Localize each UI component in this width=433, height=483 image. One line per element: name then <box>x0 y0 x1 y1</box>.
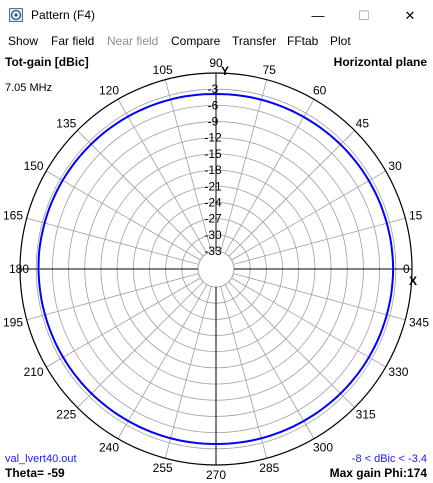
angle-label: 315 <box>356 408 376 422</box>
angle-label: 0 <box>403 262 410 276</box>
angle-label: 300 <box>313 440 333 454</box>
angle-label: 15 <box>409 209 423 223</box>
minimize-button[interactable]: — <box>311 8 325 23</box>
grid-spoke <box>77 130 204 257</box>
angle-label: 330 <box>388 365 408 379</box>
angle-label: 270 <box>206 468 226 482</box>
grid-spoke <box>231 170 386 261</box>
grid-spoke <box>228 130 355 257</box>
polar-chart: 0 15 30 45 60 75 90 105 120 135 150 165 180 195 210 225… <box>3 56 429 482</box>
angle-label: 135 <box>56 116 76 130</box>
ring-label: -6 <box>208 98 219 112</box>
grid-spoke <box>26 217 199 265</box>
grid-spoke <box>231 277 386 368</box>
plane-label: Horizontal plane <box>333 55 427 69</box>
grid-spoke <box>224 99 315 254</box>
angle-label: 45 <box>356 116 370 130</box>
menu-show[interactable]: Show <box>8 34 39 48</box>
grid-spoke <box>228 281 355 408</box>
ring-label: -3 <box>208 82 219 96</box>
x-axis-label: X <box>409 274 417 288</box>
pattern-plot[interactable]: Tot-gain [dBic] Horizontal plane 7.05 MH… <box>0 51 433 483</box>
menu-transfer[interactable]: Transfer <box>232 34 277 48</box>
angle-label: 75 <box>263 63 277 77</box>
angle-label: 210 <box>24 365 44 379</box>
frequency-label: 7.05 MHz <box>5 82 53 94</box>
angle-label: 225 <box>56 408 76 422</box>
angle-label: 90 <box>209 56 223 70</box>
angle-label: 180 <box>9 262 29 276</box>
grid-spoke <box>224 284 315 439</box>
menu-bar: Show Far field Near field Compare Transf… <box>0 31 433 51</box>
ring-label: -33 <box>204 244 222 258</box>
grid-spoke <box>220 286 268 459</box>
ring-label: -30 <box>204 228 222 242</box>
gain-range-label: -8 < dBic < -3.4 <box>351 453 427 465</box>
ring-label: -24 <box>204 195 222 209</box>
maximize-button[interactable]: ☐ <box>358 8 370 23</box>
menu-far-field[interactable]: Far field <box>51 34 95 48</box>
pattern-series-line <box>37 92 395 446</box>
grid-spoke <box>233 217 406 265</box>
grid-spoke <box>117 284 208 439</box>
ring-label: -27 <box>204 212 222 226</box>
angle-label: 255 <box>153 461 173 475</box>
angle-label: 195 <box>3 315 23 329</box>
grid-spoke <box>46 170 201 261</box>
angle-label: 60 <box>313 84 327 98</box>
title-bar: Pattern (F4) — ☐ ✕ <box>0 0 433 31</box>
ring-label: -21 <box>204 179 222 193</box>
y-axis-label: Y <box>221 64 229 78</box>
plot-outer-circle <box>19 72 413 466</box>
angle-label: 150 <box>24 159 44 173</box>
grid-spoke <box>220 79 268 252</box>
grid-spoke <box>46 277 201 368</box>
grid-spoke <box>164 286 212 459</box>
angle-label: 30 <box>388 159 402 173</box>
ring-label: -15 <box>204 147 222 161</box>
angle-label: 120 <box>99 84 119 98</box>
angle-label: 240 <box>99 440 119 454</box>
max-gain-label: Max gain Phi:174 <box>329 466 427 480</box>
grid-spoke <box>117 99 208 254</box>
grid-spoke <box>233 273 406 321</box>
ring-label: -18 <box>204 163 222 177</box>
angle-label: 165 <box>3 209 23 223</box>
ring-label: -12 <box>204 131 222 145</box>
menu-compare[interactable]: Compare <box>171 34 221 48</box>
gain-unit-label: Tot-gain [dBic] <box>5 55 89 69</box>
close-button[interactable]: ✕ <box>404 8 416 23</box>
angle-label: 285 <box>259 461 279 475</box>
angle-label: 105 <box>153 63 173 77</box>
ring-label: -9 <box>208 115 219 129</box>
menu-near-field: Near field <box>107 34 159 48</box>
angle-label: 345 <box>409 315 429 329</box>
file-name-label: val_lvert40.out <box>5 453 77 465</box>
grid-spoke <box>77 281 204 408</box>
menu-fftab[interactable]: FFtab <box>287 34 319 48</box>
grid-spoke <box>26 273 199 321</box>
window-title: Pattern (F4) <box>31 8 96 22</box>
app-icon <box>9 8 23 22</box>
grid-spoke <box>164 79 212 252</box>
theta-label: Theta= -59 <box>5 466 65 480</box>
menu-plot[interactable]: Plot <box>330 34 351 48</box>
